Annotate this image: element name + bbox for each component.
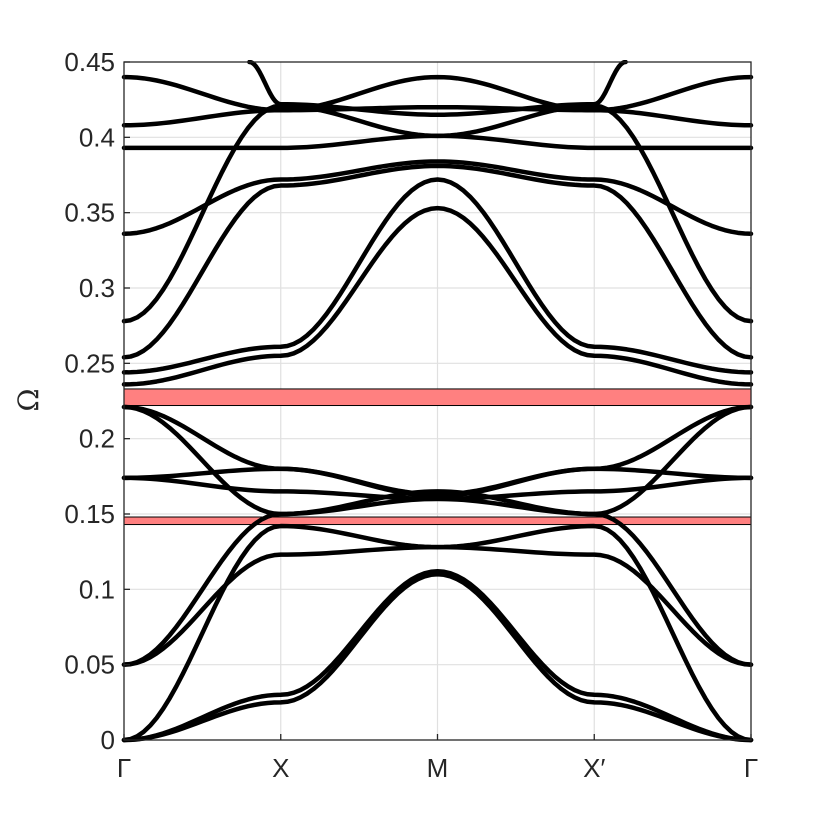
x-tick-label: X′ bbox=[583, 753, 605, 783]
band-line bbox=[247, 60, 628, 117]
band-line bbox=[121, 569, 754, 743]
band-line bbox=[121, 104, 754, 128]
y-tick-label: 0.4 bbox=[79, 122, 115, 152]
y-tick-label: 0.35 bbox=[64, 198, 115, 228]
band-line bbox=[121, 404, 754, 497]
y-tick-label: 0 bbox=[101, 725, 115, 755]
band-line bbox=[121, 74, 754, 113]
band-line bbox=[121, 133, 754, 151]
band-line bbox=[121, 159, 754, 237]
band-line bbox=[121, 544, 754, 667]
series-layer bbox=[121, 60, 754, 743]
x-tick-label: Γ bbox=[117, 753, 131, 783]
y-axis-label: Ω bbox=[12, 388, 45, 411]
band-line bbox=[121, 163, 754, 360]
band-line bbox=[121, 404, 754, 517]
band-gap bbox=[123, 388, 752, 407]
y-tick-label: 0.05 bbox=[64, 650, 115, 680]
y-tick-label: 0.3 bbox=[79, 273, 115, 303]
x-tick-label: X bbox=[272, 753, 289, 783]
x-tick-label: M bbox=[427, 753, 449, 783]
axes bbox=[123, 61, 752, 741]
y-tick-label: 0.2 bbox=[79, 424, 115, 454]
y-tick-label: 0.1 bbox=[79, 574, 115, 604]
band-gap bbox=[123, 516, 752, 526]
x-tick-label: Γ bbox=[744, 753, 758, 783]
y-tick-label: 0.25 bbox=[64, 348, 115, 378]
x-tick-labels: Γ X M X′ Γ bbox=[117, 753, 758, 783]
y-tick-labels: 0 0.05 0.1 0.15 0.2 0.25 0.3 0.35 0.4 0.45 bbox=[64, 47, 115, 755]
band-line bbox=[121, 177, 754, 375]
band-line bbox=[121, 572, 754, 743]
band-line bbox=[121, 205, 754, 387]
y-tick-label: 0.45 bbox=[64, 47, 115, 77]
y-tick-label: 0.15 bbox=[64, 499, 115, 529]
